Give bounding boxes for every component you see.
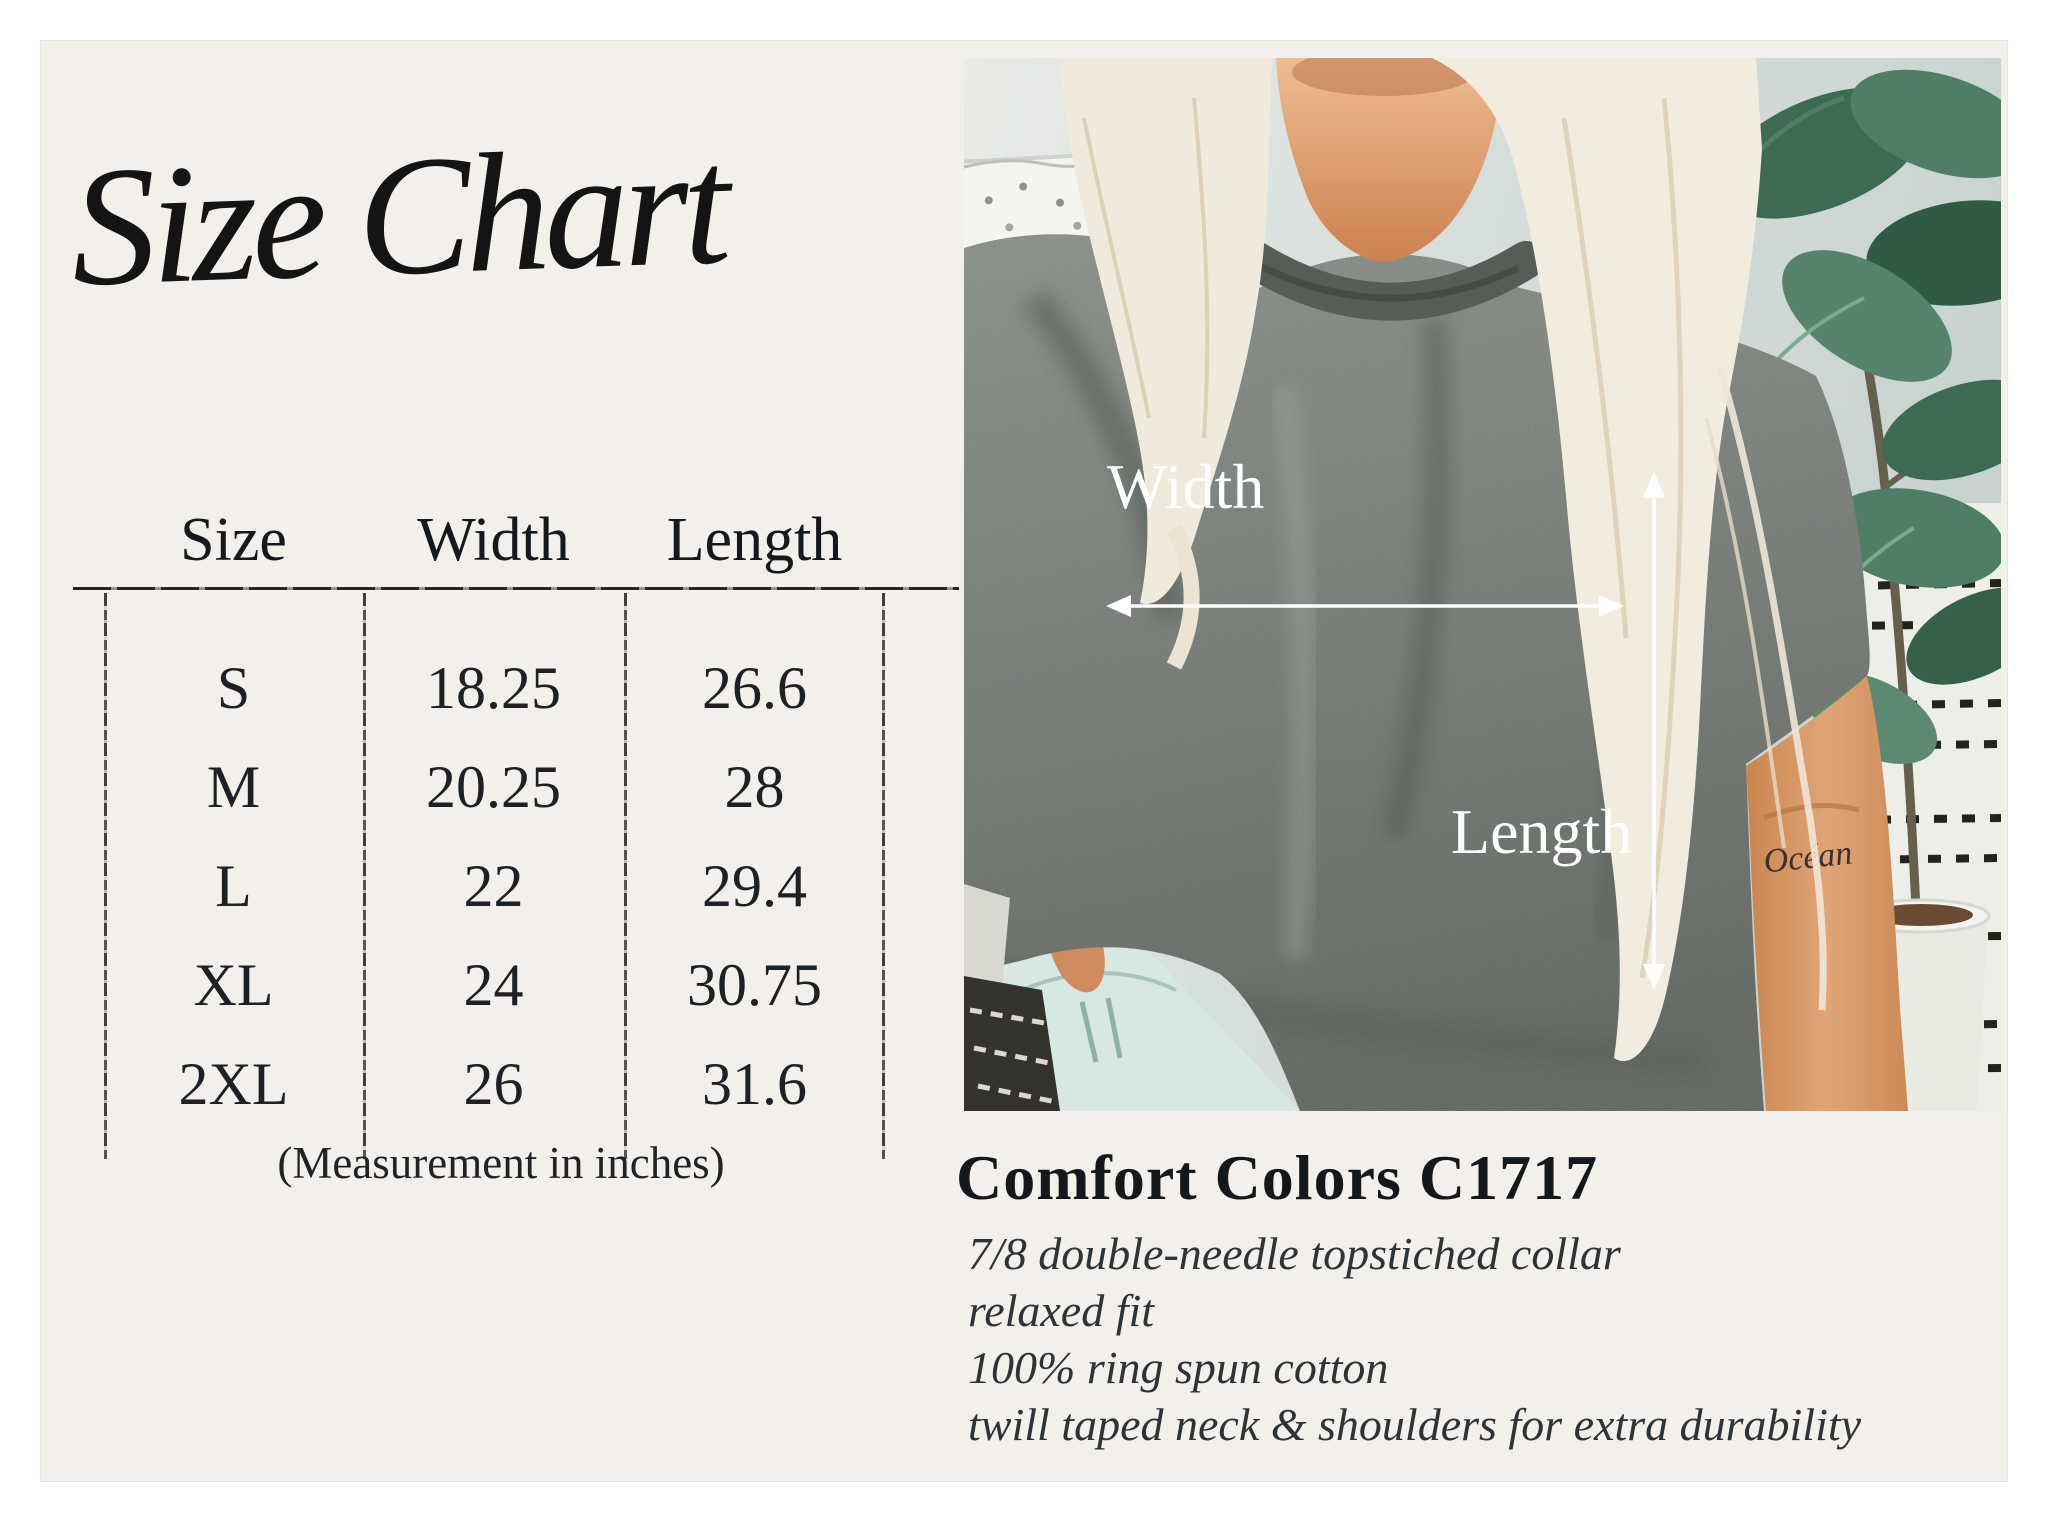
hair-left-strands (1082, 97, 1210, 439)
hair-right-strands (1561, 97, 1684, 979)
size-table-body: S 18.25 26.6 M 20.25 28 L 22 29.4 XL 24 … (104, 593, 885, 1159)
feature-collar: 7/8 double-needle topstiched collar (968, 1228, 1621, 1279)
width-arrow (1106, 595, 1624, 617)
table-row-m-size: M (206, 754, 261, 820)
pot-soil (1869, 904, 1973, 926)
chin-shadow (1292, 58, 1476, 96)
table-row-2xl-width: 26 (463, 1051, 524, 1117)
plant (1717, 69, 2001, 911)
table-divider-left (104, 593, 107, 1159)
table-row-xl-width: 24 (463, 952, 524, 1018)
blanket (964, 976, 1060, 1111)
table-row-l-length: 29.4 (702, 853, 807, 919)
product-heading: Comfort Colors C1717 (956, 1142, 1599, 1213)
feature-fit: relaxed fit (968, 1285, 1155, 1336)
hair-left (1060, 58, 1272, 604)
elbow-crease (1763, 803, 1860, 821)
width-label: Width (1107, 451, 1264, 522)
table-divider-width-length (624, 593, 627, 1159)
table-row-m-width: 20.25 (426, 754, 561, 820)
table-row-l-size: L (215, 853, 252, 919)
table-row-s-length: 26.6 (702, 655, 807, 721)
length-annotation: Length (1451, 472, 1665, 990)
length-arrow (1643, 472, 1665, 990)
table-row-s-width: 18.25 (426, 655, 561, 721)
table-row-2xl-size: 2XL (178, 1051, 289, 1117)
table-divider-right (882, 593, 885, 1159)
hair-left-tip (1166, 524, 1200, 670)
col-header-size: Size (180, 505, 287, 574)
wall-sliver (964, 884, 1010, 988)
table-row-2xl-length: 31.6 (702, 1051, 807, 1117)
product-features: 7/8 double-needle topstiched collar rela… (968, 1225, 1861, 1453)
collar (1221, 231, 1545, 321)
table-row-xl-length: 30.75 (687, 952, 822, 1018)
page-title: Size Chart (67, 110, 728, 322)
table-row-l-width: 22 (463, 853, 524, 919)
hair-strand-over-arm-2 (1704, 417, 1786, 849)
length-label: Length (1451, 796, 1632, 867)
col-header-length: Length (666, 505, 843, 574)
feature-durability: twill taped neck & shoulders for extra d… (968, 1399, 1862, 1450)
feature-cotton: 100% ring spun cotton (968, 1342, 1389, 1393)
table-row-m-length: 28 (724, 754, 785, 820)
jeans-drawstring (1079, 997, 1123, 1063)
size-table-header: Size Width Length (104, 493, 885, 587)
table-row-xl-size: XL (193, 952, 274, 1018)
table-row-s-size: S (216, 655, 251, 721)
table-divider-size-width (363, 593, 366, 1159)
size-chart-card: Size Chart Size Width Length S 18.25 26.… (40, 40, 2008, 1482)
table-header-rule (73, 587, 959, 590)
arm (1746, 676, 1908, 1111)
neck (1276, 58, 1504, 262)
col-header-width: Width (417, 505, 570, 574)
width-annotation: Width (1106, 451, 1624, 617)
product-photo: Océan Width Length (964, 58, 2001, 1111)
tattoo-text: Océan (1762, 835, 1854, 881)
hair-strand-over-arm (1716, 367, 1827, 1011)
measurement-note: (Measurement in inches) (277, 1138, 725, 1188)
